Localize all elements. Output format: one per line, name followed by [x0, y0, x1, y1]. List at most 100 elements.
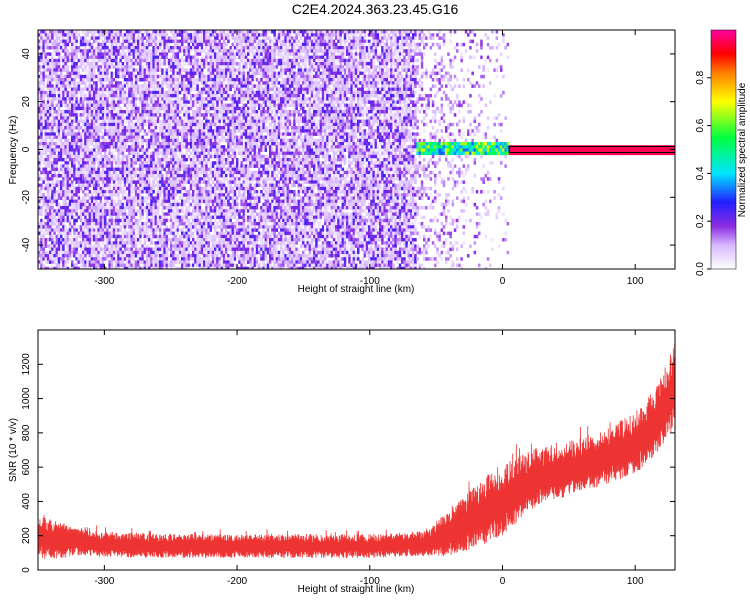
heatmap-cell — [163, 193, 166, 197]
heatmap-cell — [62, 206, 64, 210]
heatmap-cell — [177, 244, 180, 248]
heatmap-cell — [78, 59, 81, 63]
heatmap-cell — [159, 107, 162, 111]
heatmap-cell — [51, 52, 54, 56]
heatmap-cell — [95, 145, 98, 149]
heatmap-cell — [71, 148, 74, 152]
heatmap-cell — [111, 232, 114, 236]
heatmap-cell — [172, 155, 175, 159]
heatmap-cell — [177, 145, 180, 149]
heatmap-cell — [174, 184, 177, 188]
heatmap-cell — [161, 235, 164, 239]
heatmap-cell — [45, 200, 48, 204]
heatmap-cell — [166, 43, 169, 47]
heatmap-cell — [84, 142, 87, 146]
heatmap-cell — [190, 65, 193, 69]
heatmap-cell — [141, 33, 144, 37]
heatmap-cell — [159, 104, 162, 108]
heatmap-cell — [177, 238, 180, 242]
heatmap-cell — [205, 78, 208, 82]
heatmap-cell — [62, 254, 64, 258]
heatmap-cell — [49, 203, 52, 207]
heatmap-cell — [194, 222, 197, 226]
heatmap-cell — [111, 132, 114, 136]
heatmap-cell — [183, 84, 186, 88]
heatmap-cell — [91, 129, 94, 133]
heatmap-cell — [139, 174, 142, 178]
heatmap-cell — [113, 136, 116, 140]
heatmap-cell — [157, 225, 160, 229]
heatmap-cell — [148, 126, 151, 130]
heatmap-cell — [201, 196, 204, 200]
heatmap-cell — [89, 232, 92, 236]
heatmap-cell — [188, 33, 191, 37]
heatmap-cell — [130, 193, 133, 197]
heatmap-cell — [56, 40, 59, 44]
heatmap-cell — [64, 142, 67, 146]
heatmap-cell — [148, 238, 151, 242]
heatmap-cell — [152, 43, 155, 47]
heatmap-cell — [51, 177, 54, 181]
spectrogram-heatmap — [38, 30, 676, 270]
heatmap-cell — [194, 59, 197, 63]
heatmap-cell — [146, 132, 149, 136]
heatmap-cell — [42, 193, 45, 197]
heatmap-cell — [93, 206, 96, 210]
heatmap-cell — [104, 68, 107, 72]
heatmap-cell — [152, 142, 155, 146]
heatmap-cell — [174, 36, 177, 40]
heatmap-cell — [139, 136, 142, 140]
heatmap-cell — [56, 222, 59, 226]
heatmap-cell — [93, 107, 96, 111]
heatmap-cell — [82, 184, 85, 188]
heatmap-cell — [159, 241, 162, 245]
heatmap-cell — [172, 72, 175, 76]
heatmap-cell — [100, 196, 103, 200]
heatmap-cell — [157, 254, 160, 258]
heatmap-cell — [84, 136, 87, 140]
heatmap-cell — [207, 30, 210, 34]
heatmap-cell — [97, 222, 100, 226]
heatmap-cell — [42, 72, 45, 76]
heatmap-cell — [80, 120, 83, 124]
heatmap-cell — [141, 212, 144, 216]
heatmap-cell — [97, 257, 100, 261]
heatmap-cell — [108, 84, 111, 88]
heatmap-cell — [181, 107, 184, 111]
heatmap-cell — [75, 171, 78, 175]
heatmap-cell — [174, 104, 177, 108]
heatmap-cell — [133, 52, 136, 56]
heatmap-cell — [115, 91, 118, 95]
heatmap-cell — [75, 251, 78, 255]
heatmap-cell — [71, 142, 74, 146]
heatmap-cell — [102, 94, 105, 98]
heatmap-cell — [166, 46, 169, 50]
heatmap-cell — [64, 113, 67, 117]
heatmap-cell — [53, 155, 56, 159]
heatmap-cell — [157, 174, 160, 178]
heatmap-cell — [119, 43, 122, 47]
heatmap-cell — [124, 206, 127, 210]
heatmap-cell — [201, 177, 204, 181]
heatmap-cell — [177, 56, 180, 60]
heatmap-cell — [152, 260, 155, 264]
heatmap-cell — [100, 177, 103, 181]
heatmap-cell — [45, 209, 48, 213]
heatmap-cell — [58, 264, 61, 268]
heatmap-cell — [84, 187, 87, 191]
heatmap-cell — [89, 139, 92, 143]
heatmap-cell — [161, 260, 164, 264]
heatmap-cell — [91, 126, 94, 130]
heatmap-cell — [51, 164, 54, 168]
heatmap-cell — [161, 132, 164, 136]
heatmap-cell — [181, 184, 184, 188]
heatmap-cell — [49, 126, 52, 130]
heatmap-cell — [71, 161, 74, 165]
heatmap-cell — [97, 30, 100, 34]
heatmap-cell — [97, 139, 100, 143]
heatmap-cell — [75, 148, 78, 152]
heatmap-cell — [196, 43, 199, 47]
heatmap-cell — [40, 120, 43, 124]
heatmap-cell — [60, 257, 63, 261]
heatmap-cell — [161, 139, 164, 143]
